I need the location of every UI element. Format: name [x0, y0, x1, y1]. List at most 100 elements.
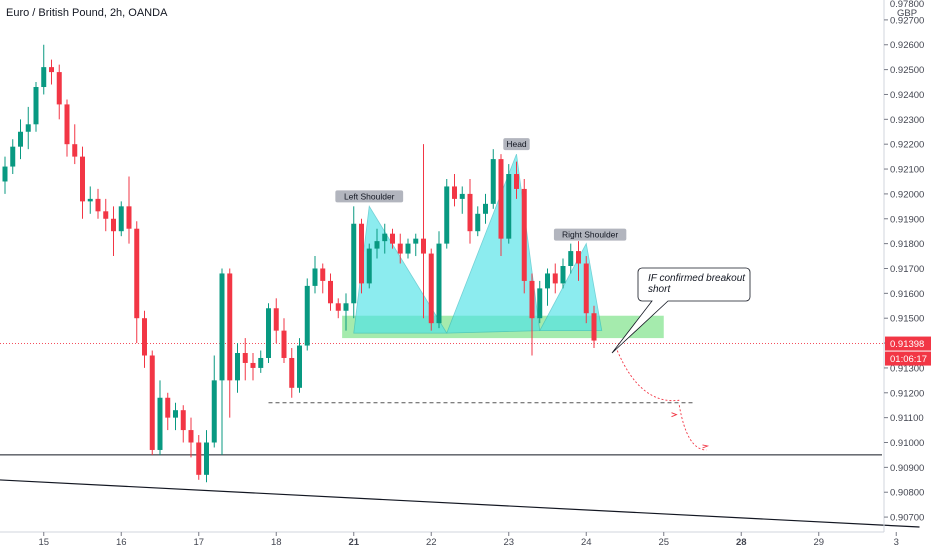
candle-body — [390, 233, 395, 244]
time-tick-label: 25 — [658, 537, 669, 548]
candle-body — [250, 362, 256, 368]
candle-body — [10, 146, 16, 167]
candle-body — [506, 174, 512, 239]
candle-body — [459, 193, 465, 199]
time-tick-label: 15 — [38, 537, 49, 548]
countdown-label: 01:06:17 — [890, 354, 927, 365]
candle-body — [157, 397, 163, 450]
price-tick-label: 0.91800 — [890, 239, 924, 250]
candle-body — [552, 273, 558, 284]
candle-body — [126, 206, 132, 229]
candle-body — [49, 67, 54, 73]
price-tick-label: 0.91100 — [890, 413, 924, 424]
price-tick-label: 0.91900 — [890, 214, 924, 225]
trendline — [0, 479, 920, 528]
candle-body — [374, 241, 380, 249]
projection-arrowhead-2 — [702, 444, 710, 449]
candle-body — [180, 410, 186, 431]
candle-body — [397, 243, 403, 254]
candle-body — [211, 380, 217, 443]
price-tick-label: 0.92000 — [890, 189, 924, 200]
price-tick-label: 0.90800 — [890, 488, 924, 499]
candle-body — [591, 313, 597, 341]
candle-body — [258, 357, 264, 368]
candle-body — [343, 303, 349, 311]
candle-body — [568, 251, 574, 266]
candle-body — [188, 430, 194, 443]
projection-arrow-1 — [616, 350, 680, 402]
time-tick-label: 24 — [581, 537, 592, 548]
price-tick-label: 0.91000 — [890, 438, 924, 449]
price-tick-label: 0.92600 — [890, 40, 924, 51]
candle-body — [142, 318, 147, 356]
candle-body — [560, 266, 566, 284]
candle-body — [87, 198, 93, 202]
candle-body — [351, 223, 357, 304]
callout-bubble — [611, 267, 751, 354]
candle-body — [297, 345, 302, 388]
candle-body — [475, 213, 481, 232]
price-tick-label: 0.92200 — [890, 140, 924, 151]
candle-body — [64, 104, 70, 145]
candle-body — [452, 186, 457, 199]
time-tick-label: 21 — [348, 537, 359, 548]
candle-body — [281, 330, 287, 358]
candle-body — [467, 193, 473, 232]
price-tick-label: 0.92700 — [890, 15, 924, 26]
candle-body — [421, 238, 426, 254]
price-tick-label: 0.91500 — [890, 314, 924, 325]
candle-body — [289, 357, 295, 388]
candle-body — [227, 273, 233, 381]
price-tick-label: 0.91200 — [890, 388, 924, 399]
candle-body — [576, 251, 581, 264]
candle-body — [95, 198, 101, 212]
last-price-label: 0.91398 — [890, 339, 924, 350]
candle-body — [2, 166, 8, 182]
candle-body — [382, 233, 388, 242]
price-axis-top-label: 0.97800 — [890, 0, 924, 10]
time-tick-label: 16 — [116, 537, 127, 548]
time-axis[interactable]: 15 16 17 18 21 22 23 24 25 28 29 3 — [38, 532, 899, 548]
candle-body — [41, 67, 47, 88]
time-tick-label: 28 — [736, 537, 747, 548]
price-tick-label: 0.92500 — [890, 65, 924, 76]
countdown-tag — [885, 351, 931, 366]
candle-body — [72, 144, 78, 157]
candle-body — [545, 273, 550, 289]
price-tick-label: 0.91300 — [890, 363, 924, 374]
projection-arrowhead-1 — [671, 412, 678, 418]
candle-body — [366, 248, 372, 284]
time-tick-label: 29 — [813, 537, 824, 548]
price-tick-label: 0.90700 — [890, 513, 924, 524]
callout-text-line: short — [648, 284, 671, 295]
chart-title: Euro / British Pound, 2h, OANDA — [6, 7, 168, 19]
price-tick-label: 0.92100 — [890, 165, 924, 176]
candle-body — [25, 124, 31, 132]
candle-body — [304, 285, 310, 346]
price-tick-label: 0.91700 — [890, 264, 924, 275]
candle-body — [405, 243, 411, 254]
candle-body — [111, 218, 116, 232]
time-tick-label: 17 — [193, 537, 204, 548]
candle-body — [320, 268, 326, 281]
price-tick-label: 0.90900 — [890, 463, 924, 474]
candle-body — [149, 355, 155, 450]
reference-lines — [0, 343, 920, 528]
candle-body — [498, 159, 504, 239]
right-shoulder-label-box — [553, 228, 627, 241]
price-tick-label: 0.92300 — [890, 115, 924, 126]
candle-body — [490, 159, 496, 204]
candle-body — [529, 280, 535, 319]
candle-body — [273, 308, 279, 331]
time-tick-label: 23 — [503, 537, 514, 548]
time-tick-label: 22 — [426, 537, 437, 548]
candle-body — [235, 353, 240, 381]
candle-body — [428, 253, 434, 324]
candles — [2, 44, 597, 483]
price-tick-label: 0.91600 — [890, 289, 924, 300]
callout-text-line: IF confirmed breakout — [648, 273, 746, 284]
candle-body — [436, 243, 442, 324]
candle-body — [173, 410, 178, 418]
